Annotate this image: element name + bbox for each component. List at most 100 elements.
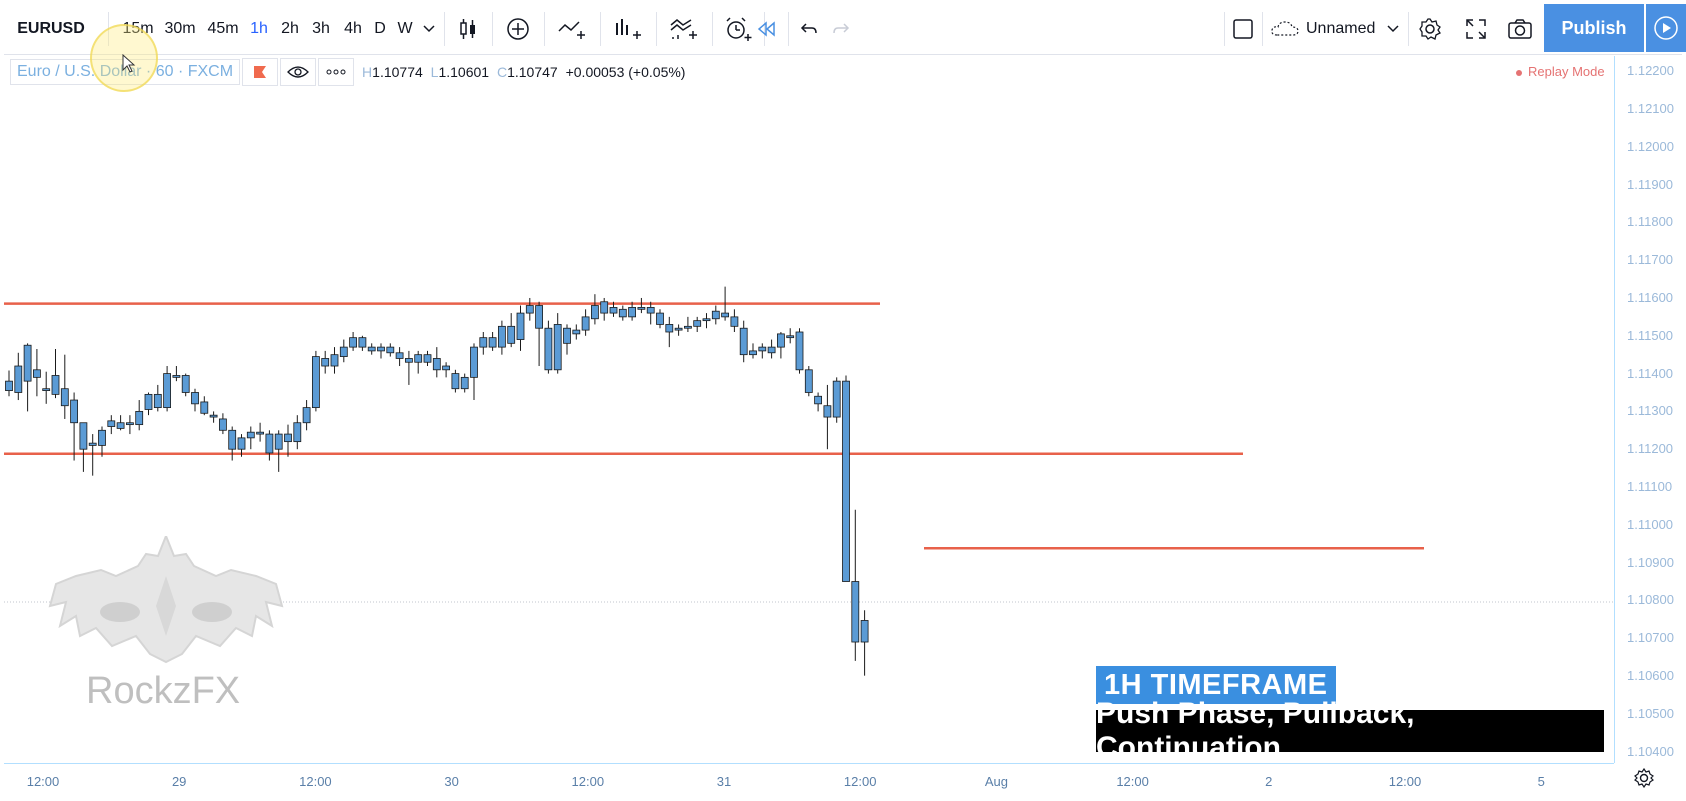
fullscreen-button[interactable]	[1456, 4, 1496, 54]
snapshot-button[interactable]	[1500, 4, 1540, 54]
candle	[535, 301, 543, 367]
candle	[88, 434, 97, 476]
time-tick-label: 12:00	[1388, 774, 1422, 789]
candle	[618, 305, 627, 321]
time-tick-label: 12:00	[1116, 774, 1149, 789]
candle-body	[88, 442, 97, 446]
candle-body	[395, 352, 404, 359]
candle-body	[311, 356, 320, 409]
candle	[172, 366, 181, 382]
candle	[386, 343, 395, 357]
candle	[349, 331, 358, 351]
settings-button[interactable]	[1410, 4, 1450, 54]
price-tick-label: 1.11900	[1627, 176, 1674, 192]
candle	[321, 350, 330, 374]
candle	[70, 392, 78, 461]
candle-body	[414, 354, 423, 363]
candle-body	[256, 431, 265, 435]
financials-button[interactable]	[606, 4, 650, 54]
interval-3h-button[interactable]: 3h	[312, 20, 330, 37]
time-axis[interactable]: 12:00 29 12:00 30 12:00 31 12:00 Aug 12:00 2 12:00…	[4, 763, 1614, 801]
candle	[414, 350, 423, 374]
candle	[479, 331, 488, 355]
candle-body	[23, 344, 32, 382]
replay-mode-indicator[interactable]: Replay Mode	[1516, 64, 1605, 79]
candle-body	[693, 320, 702, 327]
candle-body	[684, 325, 692, 329]
candle	[451, 369, 460, 393]
candle-body	[572, 329, 581, 335]
price-tick-label: 1.11400	[1627, 365, 1674, 381]
indicators-button[interactable]	[550, 4, 594, 54]
toolbar-divider	[712, 12, 713, 46]
candle	[646, 301, 655, 325]
candle-body	[702, 318, 711, 322]
templates-button[interactable]	[662, 4, 706, 54]
candle-body	[98, 429, 106, 446]
price-axis[interactable]: 1.12200 1.12100 1.12000 1.11900 1.11800 1.117…	[1614, 56, 1686, 763]
candle	[218, 413, 227, 435]
publish-button[interactable]: Publish	[1544, 4, 1644, 52]
candle	[525, 297, 534, 321]
toolbar-divider	[1224, 12, 1225, 46]
candle	[860, 610, 869, 676]
candle-body	[367, 346, 376, 352]
candle-body	[860, 620, 869, 643]
flag-button[interactable]	[242, 58, 279, 86]
candle	[256, 422, 265, 442]
price-chart[interactable]	[4, 56, 1614, 763]
layout-menu-button[interactable]: Unnamed	[1270, 4, 1410, 54]
candle-body	[842, 380, 850, 582]
interval-4h-button[interactable]: 4h	[344, 20, 362, 37]
time-tick-label: 5	[1537, 774, 1545, 789]
price-tick-label: 1.10400	[1627, 743, 1674, 759]
toolbar-divider	[1262, 12, 1263, 46]
close-key: C	[496, 64, 508, 80]
interval-2h-button[interactable]: 2h	[281, 20, 299, 37]
time-tick-label: 30	[444, 774, 459, 789]
candle-body	[674, 327, 683, 331]
candle-body	[330, 354, 339, 367]
gear-icon[interactable]	[1634, 768, 1654, 788]
interval-w-button[interactable]: W	[397, 20, 413, 37]
plus-circle-icon	[507, 18, 529, 40]
candle	[377, 343, 385, 359]
interval-1h-button[interactable]: 1h	[250, 20, 268, 37]
eye-icon	[287, 66, 309, 78]
candle-body	[218, 418, 227, 431]
interval-dropdown-button[interactable]	[418, 4, 440, 54]
support-resistance-lines[interactable]	[4, 302, 1424, 550]
redo-button[interactable]	[826, 4, 856, 54]
candle	[628, 301, 636, 321]
visibility-button[interactable]	[280, 58, 317, 86]
play-circle-icon	[1654, 16, 1678, 40]
candlestick-series	[5, 286, 869, 676]
candle	[693, 316, 702, 332]
symbol-search-button[interactable]: EURUSD	[17, 20, 85, 37]
time-tick-label: 12:00	[26, 774, 60, 789]
candles-icon	[460, 19, 475, 39]
interval-30m-button[interactable]: 30m	[164, 20, 196, 37]
candle	[144, 392, 153, 416]
compare-symbol-button[interactable]	[498, 4, 538, 54]
fullscreen-chart-toggle[interactable]	[1230, 4, 1256, 54]
candle	[23, 343, 32, 412]
candle-body	[70, 399, 78, 424]
candle-body	[795, 331, 804, 371]
play-idea-button[interactable]	[1646, 4, 1686, 52]
price-tick-label: 1.11000	[1627, 516, 1674, 532]
candle	[284, 424, 292, 457]
ohlc-values: H1.10774 L1.10601 C1.10747 +0.00053 (+0.…	[362, 64, 685, 80]
chart-type-button[interactable]	[450, 4, 486, 54]
candle	[42, 371, 51, 404]
replay-button[interactable]	[750, 4, 784, 54]
alert-button[interactable]	[716, 4, 760, 54]
undo-button[interactable]	[794, 4, 824, 54]
more-options-button[interactable]	[318, 58, 355, 86]
candle	[79, 422, 88, 472]
interval-d-button[interactable]: D	[374, 20, 386, 37]
candle	[311, 350, 320, 412]
interval-45m-button[interactable]: 45m	[207, 20, 239, 37]
candle	[674, 324, 683, 336]
candle	[488, 331, 497, 351]
